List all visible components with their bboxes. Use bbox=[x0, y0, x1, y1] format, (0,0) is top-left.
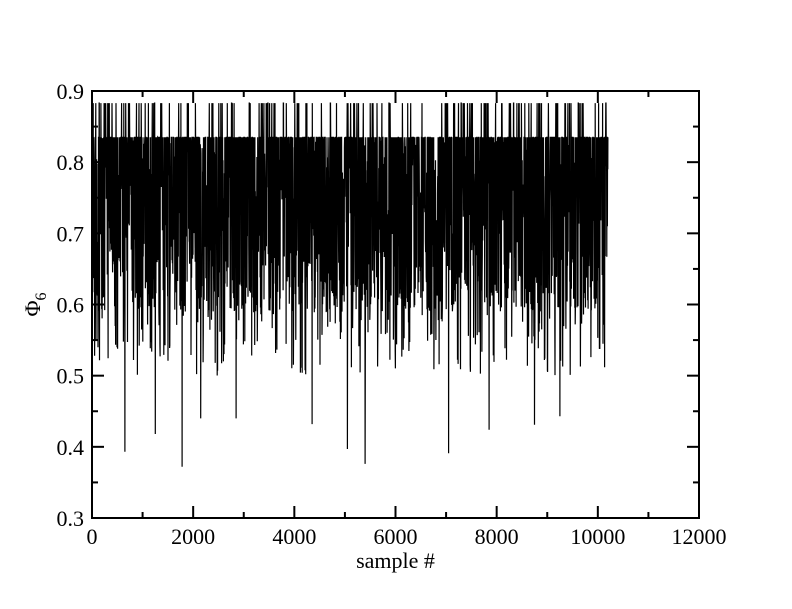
x-tick-label: 2000 bbox=[171, 524, 215, 549]
y-axis-label: Φ6 bbox=[20, 292, 50, 316]
x-tick-label: 8000 bbox=[475, 524, 519, 549]
x-tick-label: 4000 bbox=[272, 524, 316, 549]
y-tick-label: 0.6 bbox=[57, 293, 85, 318]
y-tick-label: 0.4 bbox=[57, 435, 85, 460]
series-layer bbox=[91, 102, 609, 467]
phi6-series-line bbox=[91, 102, 609, 467]
y-tick-label: 0.8 bbox=[57, 150, 85, 175]
y-tick-label: 0.9 bbox=[57, 79, 85, 104]
labels-layer: 0 2000 4000 6000 8000 10000 12000 0.3 0.4 0.5 0.6 0… bbox=[57, 79, 727, 549]
y-tick-label: 0.7 bbox=[57, 221, 85, 246]
x-tick-label: 10000 bbox=[570, 524, 625, 549]
y-axis-label-subscript: 6 bbox=[33, 292, 50, 300]
x-tick-label: 12000 bbox=[672, 524, 727, 549]
ticks-layer bbox=[91, 90, 700, 519]
x-axis-label: sample # bbox=[356, 548, 435, 573]
y-tick-label: 0.3 bbox=[57, 506, 85, 531]
y-tick-label: 0.5 bbox=[57, 364, 85, 389]
x-tick-label: 0 bbox=[87, 524, 98, 549]
x-tick-label: 6000 bbox=[374, 524, 418, 549]
y-axis-label-main: Φ bbox=[20, 300, 45, 316]
